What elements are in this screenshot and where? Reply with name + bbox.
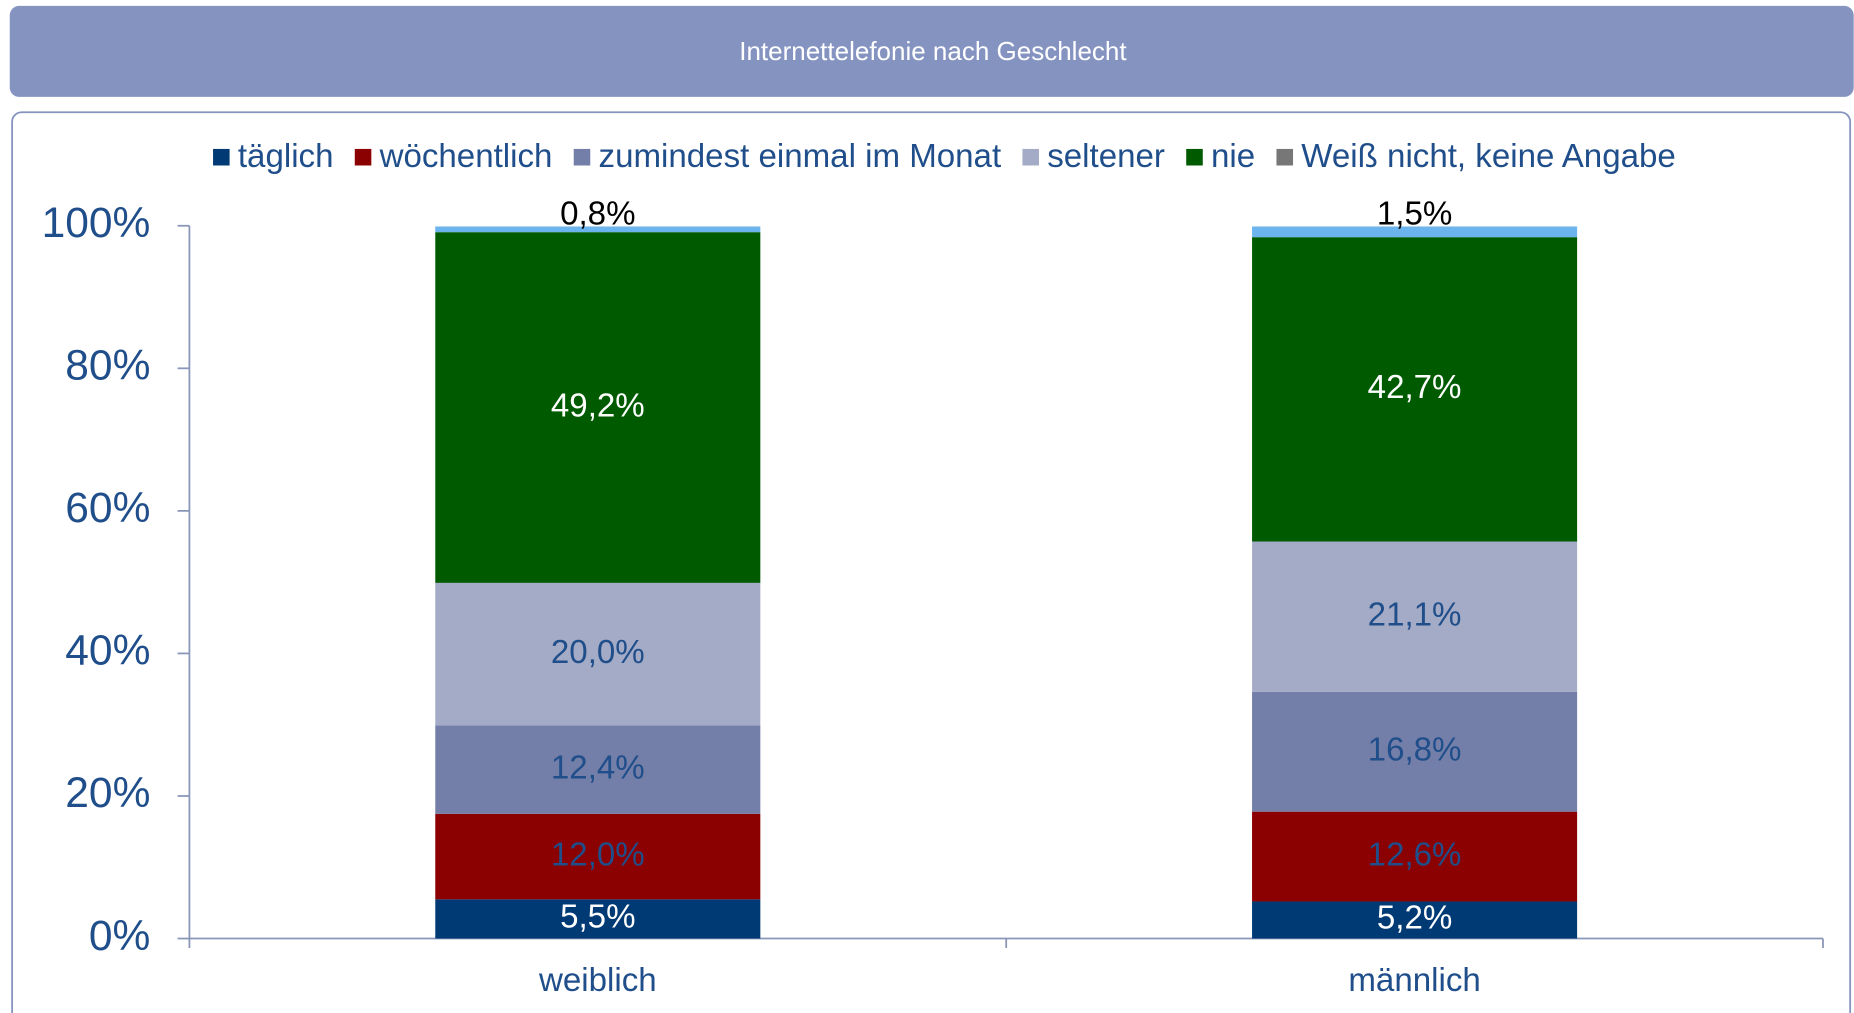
chart-title: Internettelefonie nach Geschlecht [739, 36, 1127, 66]
bar-segment [435, 232, 761, 583]
data-label: 21,1% [1368, 596, 1462, 633]
data-label: 20,0% [551, 634, 645, 671]
legend-label: nie [1211, 138, 1255, 175]
bar-segment [435, 813, 761, 900]
y-tick-label: 60% [65, 484, 150, 532]
bar-segment [1252, 226, 1578, 238]
y-tick-label: 0% [89, 912, 150, 960]
title-banner [9, 5, 1854, 97]
legend-marker [354, 148, 372, 166]
data-label: 49,2% [551, 387, 645, 424]
legend-label: Weiß nicht, keine Angabe [1301, 138, 1676, 175]
y-tick-label: 80% [65, 342, 150, 390]
x-tick-label: weiblich [538, 962, 657, 999]
data-label: 12,0% [551, 836, 645, 873]
bar-segment [435, 582, 761, 726]
bar-segment [1252, 541, 1578, 692]
bar-segment [435, 899, 761, 939]
legend-marker [1276, 148, 1294, 166]
y-tick-label: 20% [65, 769, 150, 817]
bar-segment [1252, 901, 1578, 939]
legend-marker [1022, 148, 1039, 166]
data-label: 12,6% [1368, 836, 1462, 873]
data-label: 5,2% [1377, 900, 1452, 937]
legend-marker [213, 148, 230, 166]
legend-label: wöchentlich [379, 138, 553, 175]
x-tick-label: männlich [1348, 962, 1480, 999]
legend: täglich wöchentlich zumindest einmal im Mo… [213, 138, 1676, 175]
legend-label: täglich [238, 138, 334, 175]
legend-marker [573, 148, 591, 166]
data-label: 0,8% [560, 196, 635, 233]
data-label: 16,8% [1368, 732, 1462, 769]
bar-segment [1252, 691, 1578, 812]
bar-segment [435, 725, 761, 814]
legend-marker [1186, 148, 1203, 166]
legend-label: zumindest einmal im Monat [599, 138, 1002, 175]
y-tick-label: 100% [42, 199, 151, 247]
bar-segment [435, 226, 761, 233]
legend-label: seltener [1047, 138, 1165, 175]
bar-segment [1252, 811, 1578, 902]
data-label: 5,5% [560, 899, 635, 936]
data-label: 12,4% [551, 749, 645, 786]
data-label: 1,5% [1377, 196, 1452, 233]
y-tick-label: 40% [65, 627, 150, 675]
data-label: 42,7% [1368, 369, 1462, 406]
bar-segment [1252, 237, 1578, 542]
